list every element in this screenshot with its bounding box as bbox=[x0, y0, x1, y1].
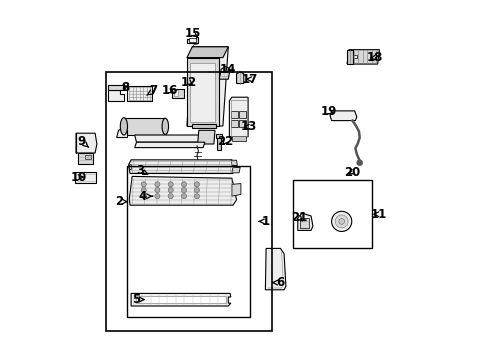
Circle shape bbox=[141, 182, 146, 187]
Text: 8: 8 bbox=[121, 81, 129, 94]
Text: 20: 20 bbox=[344, 166, 360, 179]
Circle shape bbox=[338, 219, 344, 224]
Polygon shape bbox=[134, 142, 204, 148]
Bar bbox=[85, 155, 91, 159]
Bar bbox=[190, 63, 215, 122]
Bar bbox=[231, 111, 237, 118]
Circle shape bbox=[168, 182, 173, 187]
Circle shape bbox=[335, 215, 347, 228]
Circle shape bbox=[168, 188, 173, 193]
Text: 19: 19 bbox=[320, 105, 337, 118]
Text: 12: 12 bbox=[180, 76, 197, 89]
Bar bbox=[123, 118, 165, 135]
Text: 18: 18 bbox=[366, 51, 382, 64]
Text: 4: 4 bbox=[139, 190, 152, 203]
Text: 5: 5 bbox=[132, 293, 144, 306]
Polygon shape bbox=[128, 160, 235, 174]
Circle shape bbox=[181, 194, 186, 199]
Polygon shape bbox=[346, 50, 379, 64]
Text: 15: 15 bbox=[184, 27, 201, 40]
Bar bbox=[127, 86, 152, 101]
Text: 22: 22 bbox=[217, 135, 233, 148]
Circle shape bbox=[155, 182, 160, 187]
Bar bbox=[174, 90, 178, 96]
Bar bbox=[231, 120, 237, 127]
Circle shape bbox=[155, 188, 160, 193]
Circle shape bbox=[181, 182, 186, 187]
Bar bbox=[299, 218, 308, 228]
Ellipse shape bbox=[120, 118, 127, 135]
Polygon shape bbox=[136, 296, 225, 303]
Circle shape bbox=[348, 114, 352, 118]
Text: 6: 6 bbox=[272, 276, 284, 289]
Polygon shape bbox=[186, 58, 219, 126]
Bar bbox=[106, 72, 271, 331]
Bar bbox=[239, 120, 245, 127]
Text: 2: 2 bbox=[115, 195, 126, 208]
Polygon shape bbox=[229, 97, 247, 137]
Text: 13: 13 bbox=[240, 120, 256, 133]
Polygon shape bbox=[329, 111, 356, 121]
Polygon shape bbox=[352, 55, 356, 58]
Polygon shape bbox=[117, 128, 127, 138]
Text: 14: 14 bbox=[220, 63, 236, 76]
Circle shape bbox=[141, 194, 146, 199]
Text: 16: 16 bbox=[161, 84, 178, 97]
Polygon shape bbox=[236, 72, 244, 84]
Polygon shape bbox=[186, 47, 228, 58]
Bar bbox=[239, 111, 245, 118]
Polygon shape bbox=[134, 135, 206, 142]
Text: 7: 7 bbox=[146, 84, 158, 97]
Circle shape bbox=[356, 160, 362, 166]
Circle shape bbox=[344, 114, 347, 118]
Circle shape bbox=[194, 188, 199, 193]
Polygon shape bbox=[197, 130, 215, 144]
Circle shape bbox=[141, 188, 146, 193]
Bar bbox=[75, 172, 96, 183]
Ellipse shape bbox=[162, 118, 168, 134]
Bar bbox=[217, 137, 220, 150]
Circle shape bbox=[194, 182, 199, 187]
Polygon shape bbox=[231, 160, 237, 166]
Polygon shape bbox=[78, 153, 93, 164]
Polygon shape bbox=[186, 37, 198, 43]
Bar bbox=[292, 180, 371, 248]
Bar bbox=[188, 38, 196, 42]
Bar bbox=[172, 89, 183, 98]
Circle shape bbox=[194, 194, 199, 199]
Text: 9: 9 bbox=[78, 135, 88, 148]
Polygon shape bbox=[231, 167, 240, 173]
Polygon shape bbox=[131, 293, 230, 306]
Circle shape bbox=[331, 211, 351, 231]
Polygon shape bbox=[186, 47, 228, 126]
Polygon shape bbox=[107, 90, 123, 101]
Polygon shape bbox=[297, 213, 312, 230]
Bar bbox=[231, 136, 246, 141]
Polygon shape bbox=[129, 176, 236, 205]
Circle shape bbox=[334, 114, 337, 118]
Polygon shape bbox=[192, 124, 215, 128]
Text: 10: 10 bbox=[71, 171, 87, 184]
Text: 1: 1 bbox=[259, 215, 269, 228]
Polygon shape bbox=[128, 164, 131, 169]
Polygon shape bbox=[107, 85, 123, 90]
Polygon shape bbox=[219, 67, 230, 79]
Text: 3: 3 bbox=[136, 165, 147, 177]
Bar bbox=[127, 166, 249, 317]
Circle shape bbox=[339, 114, 342, 118]
Circle shape bbox=[155, 194, 160, 199]
Text: 11: 11 bbox=[369, 208, 386, 221]
Text: 17: 17 bbox=[241, 73, 258, 86]
Circle shape bbox=[168, 194, 173, 199]
Circle shape bbox=[181, 188, 186, 193]
Bar bbox=[230, 100, 246, 136]
Bar bbox=[215, 134, 222, 138]
Polygon shape bbox=[231, 184, 241, 196]
Text: 21: 21 bbox=[290, 211, 307, 224]
Polygon shape bbox=[76, 133, 97, 153]
Polygon shape bbox=[346, 50, 352, 64]
Polygon shape bbox=[265, 248, 285, 290]
